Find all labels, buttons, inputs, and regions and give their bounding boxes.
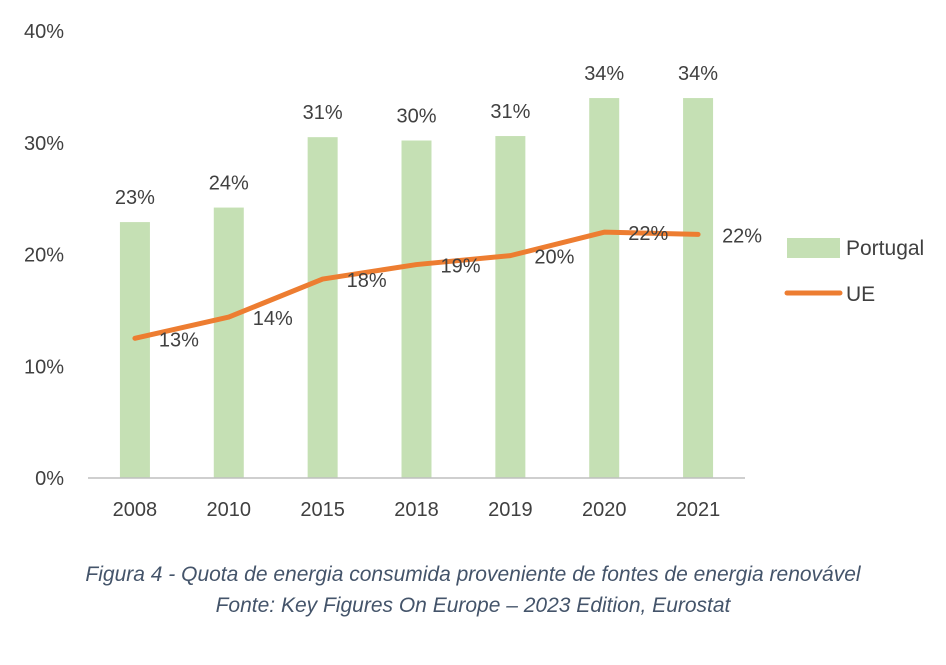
bar-data-label: 31%: [490, 101, 530, 123]
bar: [307, 137, 338, 478]
bar: [213, 207, 244, 478]
bar-data-label: 31%: [303, 102, 343, 124]
line-data-labels: 13% 14% 18% 19% 20% 22% 22%: [159, 223, 762, 351]
line-data-label: 13%: [159, 329, 199, 351]
figure-caption: Figura 4 - Quota de energia consumida pr…: [85, 563, 861, 586]
bar-data-labels: 23% 24% 31% 30% 31% 34% 34%: [115, 63, 718, 209]
bar: [589, 98, 620, 479]
legend: Portugal UE: [784, 237, 924, 306]
bar-data-label: 30%: [396, 106, 436, 128]
line-data-label: 22%: [628, 223, 668, 245]
x-tick-label: 2021: [676, 499, 721, 521]
y-tick-label: 30%: [24, 133, 64, 155]
x-tick-label: 2020: [582, 499, 627, 521]
x-tick-label: 2010: [207, 499, 252, 521]
bar: [683, 98, 714, 479]
x-tick-label: 2019: [488, 499, 533, 521]
y-tick-label: 40%: [24, 21, 64, 43]
y-tick-label: 20%: [24, 245, 64, 267]
bar: [119, 222, 150, 478]
figure-source: Fonte: Key Figures On Europe – 2023 Edit…: [215, 594, 731, 617]
bar: [401, 140, 432, 478]
y-tick-label: 0%: [35, 468, 64, 490]
bar: [495, 136, 526, 479]
bars-portugal: [119, 98, 714, 479]
legend-swatch-portugal: [787, 238, 840, 258]
bar-data-label: 34%: [678, 63, 718, 85]
line-ue: [132, 229, 701, 341]
x-tick-label: 2018: [394, 499, 439, 521]
line-data-label: 19%: [441, 256, 481, 278]
legend-label-ue: UE: [846, 283, 875, 306]
bar-data-label: 23%: [115, 187, 155, 209]
bar-data-label: 34%: [584, 63, 624, 85]
line-data-label: 14%: [253, 308, 293, 330]
line-data-label: 18%: [347, 270, 387, 292]
y-axis: 0% 10% 20% 30% 40%: [24, 21, 64, 490]
x-tick-label: 2008: [113, 499, 158, 521]
chart: 0%10%20%30%40% 2008 2010 2015 2018 2019 2020 2…: [24, 21, 924, 521]
bar-data-label: 24%: [209, 173, 249, 195]
y-tick-label: 10%: [24, 356, 64, 378]
line-data-label: 22%: [722, 225, 762, 247]
x-tick-label: 2015: [300, 499, 345, 521]
legend-label-portugal: Portugal: [846, 237, 924, 260]
line-data-label: 20%: [534, 247, 574, 269]
x-axis: 2008 2010 2015 2018 2019 2020 2021: [113, 499, 721, 521]
